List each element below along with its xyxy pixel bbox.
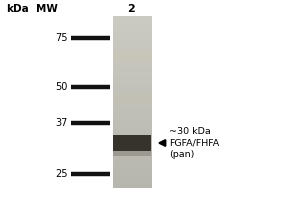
Bar: [113, 150, 151, 156]
Text: 50: 50: [55, 82, 68, 92]
Text: 2: 2: [128, 4, 135, 14]
Text: 75: 75: [55, 33, 68, 43]
Bar: [113, 135, 151, 151]
Text: 25: 25: [55, 169, 68, 179]
Bar: [112, 50, 152, 62]
Text: 37: 37: [55, 118, 68, 128]
Text: MW: MW: [36, 4, 57, 14]
Bar: [112, 90, 152, 104]
Text: kDa: kDa: [6, 4, 29, 14]
Text: ~30 kDa
FGFA/FHFA
(pan): ~30 kDa FGFA/FHFA (pan): [169, 127, 220, 159]
